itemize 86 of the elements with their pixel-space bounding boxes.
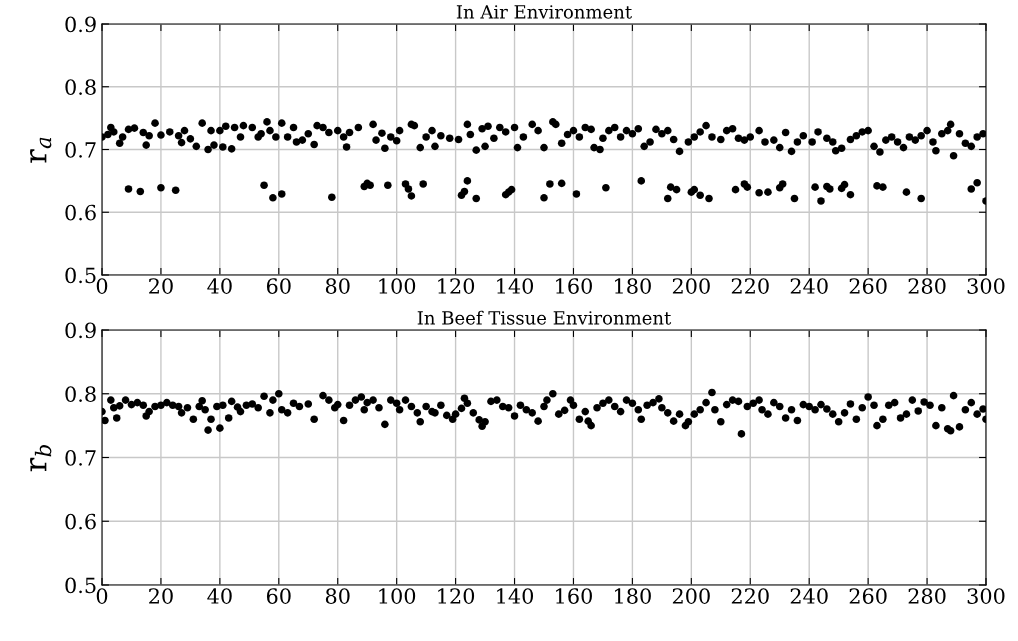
point	[269, 194, 277, 202]
point	[157, 183, 165, 192]
point	[260, 181, 268, 190]
point	[460, 187, 469, 196]
point	[277, 190, 286, 198]
point	[407, 192, 416, 200]
point	[917, 194, 925, 203]
x-tick-label: 140	[497, 588, 534, 604]
point	[384, 181, 392, 190]
x-tick-label: 280	[908, 588, 946, 604]
x-tick-label: 60	[266, 588, 291, 604]
x-tick-label: 260	[849, 278, 887, 294]
x-tick-label: 160	[556, 588, 592, 604]
x-tick-label: 260	[849, 588, 887, 604]
x-tick-label: 160	[556, 278, 592, 294]
y-tick-label: 0.5	[65, 577, 96, 594]
x-tick-label: 300	[967, 588, 1005, 604]
point	[602, 183, 610, 192]
x-tick-label: 180	[615, 588, 651, 604]
x-tick-label: 280	[908, 278, 946, 294]
x-tick-label: 200	[672, 278, 710, 294]
x-tick-label: 200	[672, 588, 710, 604]
x-tick-label: 0	[96, 588, 108, 604]
point	[124, 185, 133, 193]
y-tick-label: 0.6	[65, 513, 96, 530]
x-tick-label: 40	[207, 278, 232, 294]
x-tick-label: 180	[615, 278, 651, 294]
point	[404, 185, 413, 193]
y-tick-label: 0.9	[65, 16, 96, 33]
point	[472, 194, 481, 203]
point	[136, 187, 145, 196]
x-tick-label: 240	[790, 278, 828, 294]
y-tick-label: 0.5	[65, 267, 96, 284]
x-tick-label: 140	[497, 278, 534, 294]
y-axis-title: r$_{b}$	[30, 445, 52, 472]
y-tick-label: 0.8	[65, 79, 96, 95]
x-tick-label: 300	[967, 278, 1005, 294]
point	[572, 190, 581, 198]
point	[696, 191, 704, 200]
point	[790, 194, 799, 203]
chart-title: In Beef Tissue Environment	[417, 310, 672, 325]
x-tick-label: 20	[149, 588, 173, 604]
x-tick-label: 120	[438, 278, 475, 294]
point	[663, 194, 672, 203]
point	[764, 188, 772, 196]
point	[879, 183, 887, 191]
x-tick-label: 120	[438, 588, 475, 604]
x-tick-label: 40	[207, 588, 232, 604]
x-tick-label: 0	[96, 278, 108, 294]
point	[540, 194, 548, 202]
point	[973, 178, 981, 187]
point	[817, 197, 825, 205]
point	[637, 177, 646, 185]
x-tick-label: 240	[790, 588, 828, 604]
y-axis-title: r$_{a}$	[30, 137, 52, 163]
point	[731, 185, 740, 194]
point	[902, 188, 911, 196]
point	[328, 193, 336, 201]
y-tick-label: 0.7	[65, 141, 96, 158]
y-tick-label: 0.8	[65, 386, 96, 402]
point	[846, 190, 855, 199]
point	[672, 185, 681, 194]
point	[705, 194, 713, 203]
x-tick-label: 60	[266, 278, 291, 294]
x-tick-label: 100	[379, 588, 416, 604]
point	[967, 185, 976, 193]
x-tick-label: 80	[325, 278, 350, 294]
point	[546, 180, 554, 188]
x-tick-label: 220	[731, 588, 769, 604]
point	[778, 180, 787, 188]
point	[171, 186, 180, 195]
y-tick-label: 0.7	[65, 449, 96, 466]
chart-title: In Air Environment	[456, 5, 632, 19]
point	[840, 180, 849, 189]
point	[419, 180, 427, 188]
x-tick-label: 220	[731, 278, 769, 294]
y-tick-label: 0.6	[65, 204, 96, 221]
x-tick-label: 20	[149, 278, 173, 294]
point	[666, 183, 675, 191]
x-tick-label: 80	[325, 588, 350, 604]
y-tick-label: 0.9	[65, 322, 96, 339]
x-tick-label: 100	[379, 278, 416, 294]
point	[755, 188, 763, 197]
point	[811, 183, 819, 191]
point	[557, 179, 566, 188]
point	[463, 177, 472, 185]
